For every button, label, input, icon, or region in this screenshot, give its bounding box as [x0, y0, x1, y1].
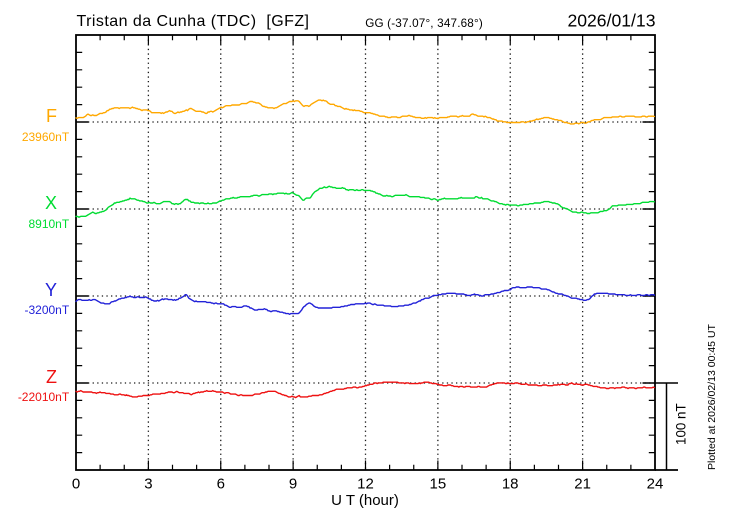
svg-text:X: X	[45, 193, 57, 213]
svg-text:8910nT: 8910nT	[28, 217, 69, 231]
svg-text:U T (hour): U T (hour)	[331, 492, 399, 509]
svg-text:Y: Y	[45, 280, 57, 300]
svg-text:F: F	[46, 106, 57, 126]
svg-text:24: 24	[647, 476, 664, 493]
svg-text:-22010nT: -22010nT	[18, 390, 70, 404]
svg-text:Tristan da Cunha (TDC) [GFZ]: Tristan da Cunha (TDC) [GFZ]	[77, 13, 310, 30]
svg-text:21: 21	[574, 476, 591, 493]
svg-text:9: 9	[289, 476, 297, 493]
svg-text:23960nT: 23960nT	[22, 130, 70, 144]
svg-text:-3200nT: -3200nT	[24, 303, 69, 317]
svg-text:6: 6	[217, 476, 225, 493]
svg-text:GG (-37.07°, 347.68°): GG (-37.07°, 347.68°)	[365, 17, 483, 30]
svg-text:Z: Z	[46, 367, 57, 387]
svg-text:Plotted at 2026/02/13 00:45 UT: Plotted at 2026/02/13 00:45 UT	[706, 323, 718, 470]
svg-text:100 nT: 100 nT	[673, 403, 688, 445]
svg-text:2026/01/13: 2026/01/13	[567, 11, 655, 31]
svg-text:18: 18	[502, 476, 519, 493]
svg-text:3: 3	[144, 476, 152, 493]
svg-text:12: 12	[357, 476, 374, 493]
svg-text:0: 0	[72, 476, 80, 493]
svg-text:15: 15	[430, 476, 447, 493]
